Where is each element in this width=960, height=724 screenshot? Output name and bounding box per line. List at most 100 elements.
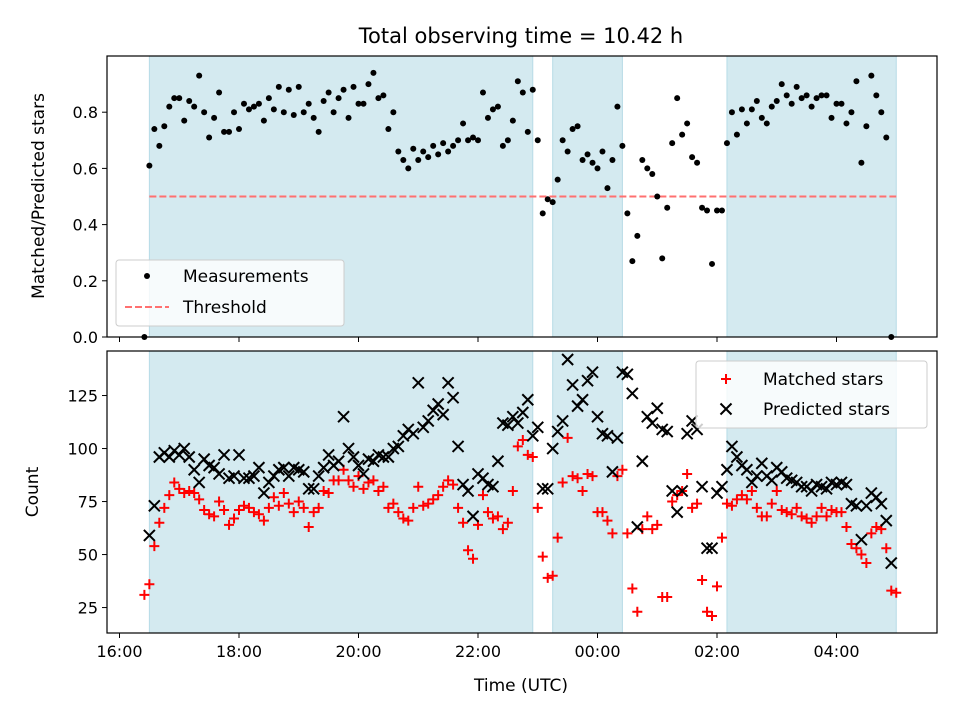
matched-point xyxy=(283,498,294,509)
measurement-point xyxy=(614,103,621,110)
matched-point xyxy=(313,502,324,513)
measurement-point xyxy=(310,114,317,121)
predicted-point xyxy=(860,499,873,512)
x-tick-label: 22:00 xyxy=(455,642,501,661)
measurement-point xyxy=(330,109,337,116)
predicted-point xyxy=(621,368,634,381)
matched-point xyxy=(393,507,404,518)
predicted-point xyxy=(312,469,325,483)
y-axis-label-ratio: Matched/Predicted stars xyxy=(29,93,49,299)
measurement-point xyxy=(768,103,775,110)
measurement-point xyxy=(743,120,750,127)
measurement-point xyxy=(639,156,646,163)
predicted-point xyxy=(661,425,674,438)
x-tick-label: 20:00 xyxy=(335,642,381,661)
matched-point xyxy=(602,515,613,526)
measurement-point xyxy=(211,114,218,121)
matched-point xyxy=(268,492,279,503)
predicted-point xyxy=(297,465,310,479)
matched-point xyxy=(507,485,518,496)
y-tick-label: 25 xyxy=(78,599,98,618)
measurement-point xyxy=(534,137,541,144)
predicted-point xyxy=(357,467,370,481)
predicted-point xyxy=(705,541,719,555)
matched-point xyxy=(836,507,847,518)
predicted-point xyxy=(646,416,659,430)
predicted-point xyxy=(765,474,778,487)
predicted-point xyxy=(317,461,330,474)
predicted-point xyxy=(227,469,241,483)
matched-point xyxy=(368,475,379,486)
legend-measurement-marker xyxy=(144,273,150,279)
matched-point xyxy=(582,468,593,479)
measurement-point xyxy=(694,159,701,166)
predicted-point xyxy=(178,442,191,455)
y-tick-label: 0.6 xyxy=(73,159,98,178)
measurement-point xyxy=(594,165,601,172)
measurement-point xyxy=(808,103,815,110)
legend-predicted-marker xyxy=(719,402,733,416)
measurement-point xyxy=(778,81,785,88)
measurement-point xyxy=(365,81,372,88)
matched-point xyxy=(871,521,882,532)
measurement-point xyxy=(579,156,586,163)
predicted-point xyxy=(461,484,475,498)
predicted-point xyxy=(611,431,624,445)
measurement-point xyxy=(798,95,805,102)
predicted-point xyxy=(680,427,694,440)
matched-point xyxy=(463,545,474,556)
predicted-point xyxy=(252,461,266,474)
matched-point xyxy=(572,473,583,484)
measurement-point xyxy=(758,114,765,121)
measurement-point xyxy=(709,260,716,267)
legend-matched-marker xyxy=(721,374,731,384)
legend-box xyxy=(115,259,345,327)
measurement-point xyxy=(345,114,352,121)
matched-point xyxy=(642,511,653,522)
measurement-point xyxy=(161,123,168,130)
matched-point xyxy=(632,606,643,617)
measurement-point xyxy=(589,159,596,166)
measurement-point xyxy=(186,97,193,104)
matched-point xyxy=(537,551,548,562)
legend-box xyxy=(695,360,928,429)
matched-point xyxy=(273,500,284,511)
y-tick-label: 75 xyxy=(78,493,98,512)
matched-point xyxy=(866,528,877,539)
measurement-point xyxy=(201,109,208,116)
predicted-point xyxy=(217,448,231,462)
plot-frame xyxy=(106,350,938,634)
matched-point xyxy=(408,502,419,513)
measurement-point xyxy=(430,142,437,149)
matched-point xyxy=(532,502,543,513)
measurement-point xyxy=(813,95,820,102)
measurement-point xyxy=(718,207,725,214)
measurement-point xyxy=(699,204,706,211)
predicted-point xyxy=(536,482,549,496)
measurement-point xyxy=(868,72,875,79)
predicted-point xyxy=(665,484,679,498)
measurement-point xyxy=(544,196,551,203)
predicted-point xyxy=(885,556,898,570)
matched-point xyxy=(303,521,314,532)
measurement-point xyxy=(509,117,516,124)
predicted-point xyxy=(875,497,888,510)
predicted-point xyxy=(740,463,754,476)
matched-point xyxy=(358,483,369,494)
measurement-point xyxy=(385,126,392,133)
matched-point xyxy=(512,441,523,452)
measurement-point xyxy=(240,100,247,107)
measurement-point xyxy=(569,126,576,133)
predicted-point xyxy=(501,419,515,432)
matched-point xyxy=(323,488,334,499)
measurement-point xyxy=(494,103,501,110)
matched-point xyxy=(343,475,354,486)
y-tick-label: 100 xyxy=(67,440,98,459)
measurement-point xyxy=(873,92,880,99)
legend-ratio: Measurements Threshold xyxy=(115,259,345,327)
matched-point xyxy=(552,532,563,543)
measurement-point xyxy=(499,142,506,149)
measurement-point xyxy=(728,109,735,116)
predicted-point xyxy=(257,486,271,500)
legend-matched-label: Matched stars xyxy=(763,370,883,390)
